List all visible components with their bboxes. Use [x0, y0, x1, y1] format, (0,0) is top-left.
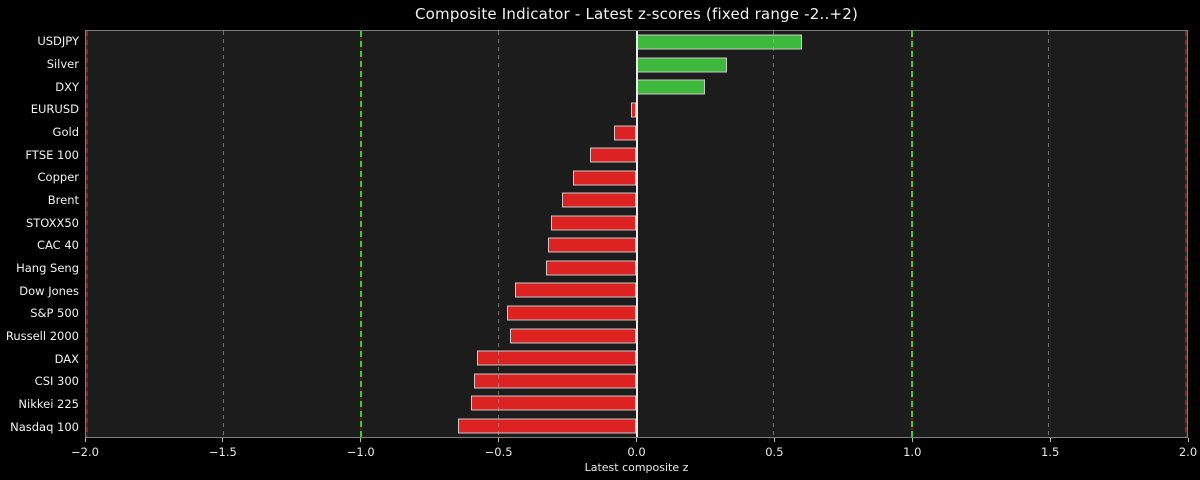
bar-dax — [476, 350, 637, 366]
x-tick-label--1.5: −1.5 — [208, 445, 237, 459]
y-tick-label-silver: Silver — [46, 57, 79, 71]
x-tick-label-1: 1.0 — [903, 445, 922, 459]
chart-title: Composite Indicator - Latest z-scores (f… — [414, 5, 859, 23]
y-tick-label-gold: Gold — [52, 125, 79, 140]
y-tick-label-s-p-500: S&P 500 — [30, 306, 79, 321]
x-axis: −2.0 −1.5 −1.0 −0.5 0.0 0.5 1.0 1.5 2.0 — [71, 438, 1197, 462]
y-tick-label-eurusd: EURUSD — [30, 102, 79, 117]
x-tick-mark--0.5 — [498, 438, 500, 442]
range-limit-line-2 — [1185, 31, 1187, 437]
y-tick-label-usdjpy: USDJPY — [37, 34, 79, 49]
y-tick-label-nikkei-225: Nikkei 225 — [18, 397, 79, 412]
plot-area — [85, 30, 1188, 438]
x-tick-label--2: −2.0 — [71, 445, 99, 459]
reference-lines-layer — [86, 31, 1187, 437]
y-tick-label-ftse-100: FTSE 100 — [25, 147, 79, 162]
x-tick-mark--1 — [360, 438, 362, 442]
y-tick-label-hang-seng: Hang Seng — [16, 261, 79, 276]
gridline--1.5 — [222, 31, 224, 437]
x-tick-label--0.5: −0.5 — [484, 445, 513, 459]
y-tick-label-dax: DAX — [54, 351, 79, 366]
bar-gold — [614, 125, 637, 141]
bar-s-p-500 — [507, 305, 637, 321]
bar-silver — [636, 57, 728, 73]
x-tick-mark--2 — [84, 438, 86, 442]
x-tick-label--1: −1.0 — [346, 445, 375, 459]
x-tick-label-1.5: 1.5 — [1040, 445, 1060, 459]
x-axis-label: Latest composite z — [584, 461, 689, 474]
y-tick-label-nasdaq-100: Nasdaq 100 — [10, 419, 79, 434]
threshold-line--1 — [360, 31, 363, 437]
x-tick-label-0: 0.0 — [627, 445, 646, 459]
x-tick-mark--1.5 — [222, 438, 224, 442]
bar-hang-seng — [545, 260, 637, 276]
x-tick-mark-2 — [1187, 438, 1189, 442]
range-limit-line--2 — [86, 31, 88, 437]
y-tick-label-stoxx50: STOXX50 — [25, 215, 79, 230]
y-axis-labels: USDJPY Silver DXY EURUSD Gold FTSE 100 Copper B… — [0, 30, 79, 438]
x-tick-mark-1.5 — [1049, 438, 1051, 442]
bars-layer — [86, 31, 1187, 437]
y-tick-label-brent: Brent — [47, 193, 79, 208]
y-tick-label-cac-40: CAC 40 — [36, 238, 79, 253]
bar-dxy — [636, 79, 706, 95]
x-tick-mark-1 — [911, 438, 913, 442]
x-tick-label-2: 2.0 — [1178, 445, 1198, 459]
bar-dow-jones — [515, 282, 637, 298]
bar-ftse-100 — [589, 147, 637, 163]
x-tick-label-0.5: 0.5 — [765, 445, 784, 459]
bar-brent — [562, 192, 637, 208]
gridline-0.5 — [773, 31, 775, 437]
x-tick-mark-0 — [636, 438, 637, 442]
y-tick-label-dow-jones: Dow Jones — [19, 283, 79, 298]
x-tick-mark-0.5 — [773, 438, 775, 442]
gridline-1.5 — [1048, 31, 1050, 437]
bar-russell-2000 — [509, 328, 637, 344]
bar-usdjpy — [636, 34, 802, 50]
y-tick-label-csi-300: CSI 300 — [34, 374, 79, 389]
y-tick-label-copper: Copper — [37, 170, 79, 185]
threshold-line-1 — [910, 31, 913, 437]
bar-nikkei-225 — [471, 395, 637, 411]
gridline--0.5 — [497, 31, 499, 437]
bar-stoxx50 — [551, 215, 637, 231]
y-tick-label-russell-2000: Russell 2000 — [5, 329, 79, 344]
y-tick-label-dxy: DXY — [55, 79, 79, 94]
bar-nasdaq-100 — [457, 418, 637, 434]
bar-cac-40 — [548, 237, 637, 253]
zero-line — [635, 31, 638, 437]
bar-copper — [573, 170, 637, 186]
